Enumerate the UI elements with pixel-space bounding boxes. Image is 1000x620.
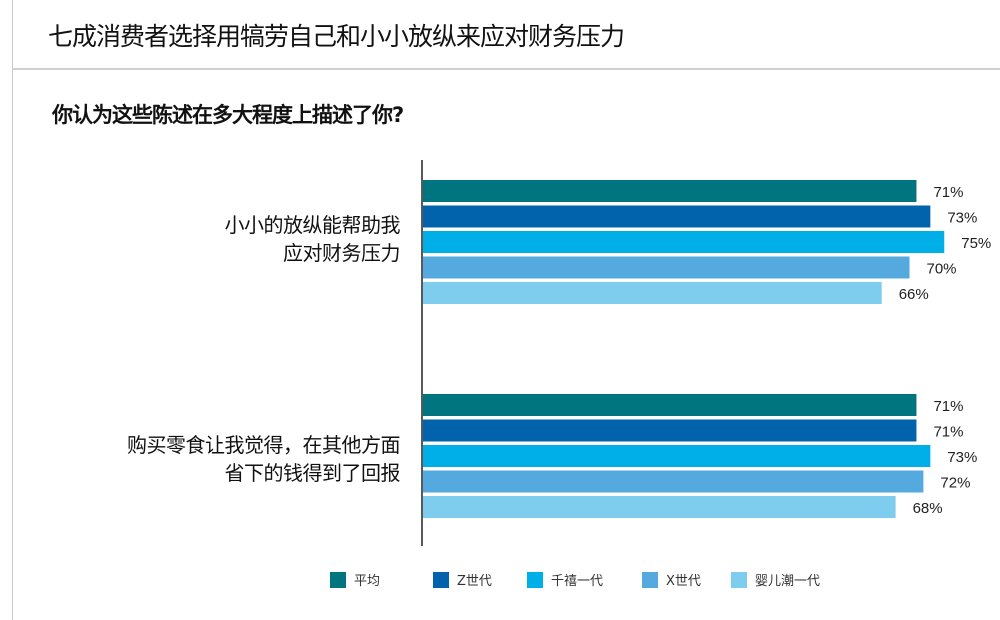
category-label-0-line-1: 小小的放纵能帮助我 [224,213,401,237]
bar-0-2 [423,231,945,253]
bar-1-1 [423,419,917,442]
legend-item-0: 平均 [330,570,380,589]
legend-swatch [433,571,449,588]
data-label-1-0: 71% [933,398,963,415]
bar-1-3 [423,470,924,493]
bar-1-0 [423,394,917,416]
category-label-1-line-2: 省下的钱得到了回报 [224,461,401,485]
category-label-1: 购买零食让我觉得，在其他方面 省下的钱得到了回报 [127,431,401,487]
frame-left-border [12,0,13,620]
category-label-1-line-1: 购买零食让我觉得，在其他方面 [127,433,401,457]
data-label-0-2: 75% [961,235,991,252]
data-label-1-4: 68% [913,500,943,517]
category-label-0-line-2: 应对财务压力 [283,241,400,265]
page-title: 七成消费者选择用犒劳自己和小小放纵来应对财务压力 [48,22,625,51]
bar-0-1 [423,205,931,228]
legend-item-4: 婴儿潮一代 [731,570,820,589]
data-label-0-4: 66% [899,286,929,303]
data-label-1-3: 72% [940,475,970,492]
legend-swatch [642,571,658,588]
bar-0-4 [423,282,882,304]
legend-label: 婴儿潮一代 [755,574,821,589]
data-label-0-3: 70% [927,261,957,278]
legend-item-3: X世代 [642,570,701,589]
data-label-0-0: 71% [933,184,963,201]
title-divider [12,68,1000,70]
legend-label: X世代 [666,574,701,589]
bar-0-0 [423,180,917,202]
legend-swatch [527,571,543,588]
legend-item-1: Z世代 [433,570,492,589]
data-label-0-1: 73% [947,210,977,227]
chart-subtitle: 你认为这些陈述在多大程度上描述了你? [52,103,404,127]
legend-label: 千禧一代 [551,574,604,589]
legend-item-2: 千禧一代 [527,570,603,589]
bar-1-4 [423,496,896,518]
legend-label: 平均 [354,574,381,589]
legend-label: Z世代 [457,574,492,589]
legend-swatch [731,571,747,588]
legend-swatch [330,571,346,588]
bar-0-3 [423,256,910,279]
category-label-0: 小小的放纵能帮助我 应对财务压力 [225,211,401,267]
legend: 平均 Z世代 千禧一代 X世代 婴儿潮一代 [0,570,1000,594]
bar-1-2 [423,445,931,467]
data-label-1-1: 71% [933,424,963,441]
data-label-1-2: 73% [947,449,977,466]
